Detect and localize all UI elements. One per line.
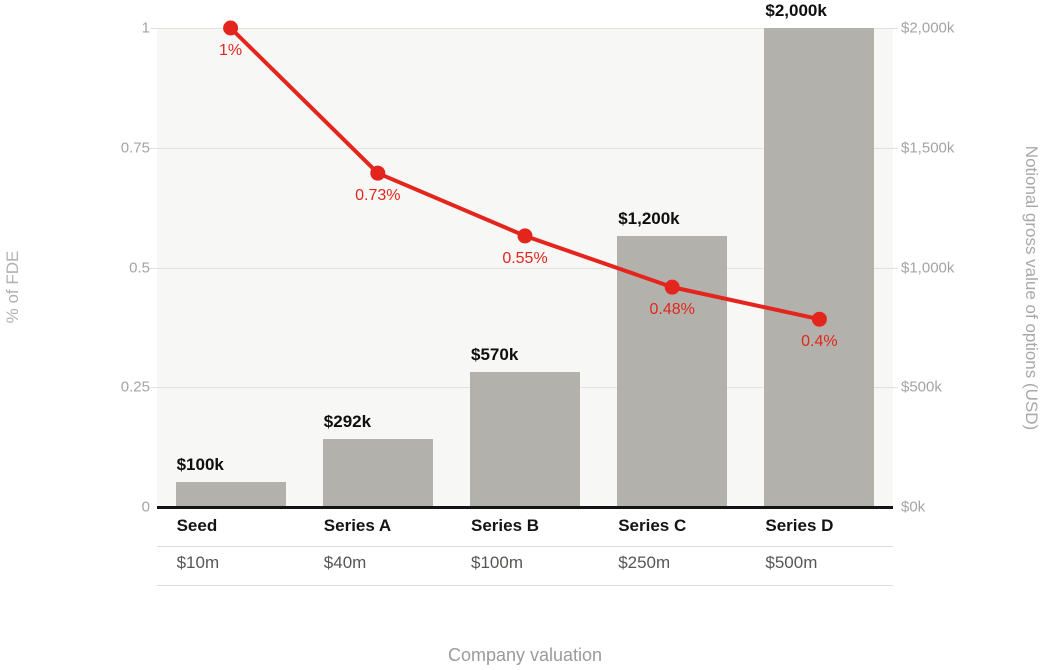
line-point-label: 1%: [219, 42, 243, 59]
category-label: Seed: [176, 516, 218, 535]
x-axis-line: [157, 506, 893, 509]
line-point-label: 0.4%: [801, 333, 838, 351]
valuation-label: $40m: [323, 553, 367, 572]
right-tick: $500k: [901, 378, 942, 396]
bar-value-label: $292k: [323, 411, 372, 431]
bar-value-label: $570k: [471, 344, 519, 364]
right-tick: $1,000k: [901, 259, 955, 276]
bar-value-label: $1,200k: [618, 208, 680, 228]
bar-series-c: [617, 235, 728, 507]
right-tick: $1,500k: [901, 139, 955, 157]
left-tick: 1: [141, 19, 150, 37]
line-point-label: 0.73%: [355, 187, 401, 205]
x-axis-title: Company valuation: [447, 645, 603, 665]
line-point-label: 0.48%: [649, 301, 695, 319]
bar-seed: [175, 482, 286, 507]
bar-value-label: $100k: [176, 455, 224, 475]
category-label: Series A: [323, 516, 392, 535]
valuation-label: $100m: [471, 553, 523, 572]
left-tick: 0.75: [120, 139, 150, 157]
bar-value-label: $2,000k: [765, 1, 827, 20]
right-tick: $2,000k: [901, 19, 955, 37]
valuation-label: $250m: [618, 553, 671, 572]
left-tick: 0: [141, 498, 150, 516]
right-tick: $0k: [901, 498, 926, 516]
left-axis-title: % of FDE: [3, 250, 22, 324]
category-label: Series C: [618, 516, 687, 535]
bar-series-d: [764, 28, 875, 507]
left-tick: 0.25: [120, 378, 150, 396]
left-tick: 0.5: [129, 259, 150, 276]
value-row-separator: [157, 585, 893, 586]
right-axis-title: Notional gross value of options (USD): [1022, 145, 1041, 431]
bar-series-b: [470, 371, 580, 507]
valuation-label: $500m: [765, 553, 818, 572]
valuation-label: $10m: [176, 553, 220, 572]
category-label: Series B: [471, 516, 540, 535]
bar-series-a: [322, 438, 433, 507]
category-row-separator: [157, 546, 893, 547]
category-label: Series D: [765, 516, 834, 535]
line-point-label: 0.55%: [502, 249, 548, 267]
